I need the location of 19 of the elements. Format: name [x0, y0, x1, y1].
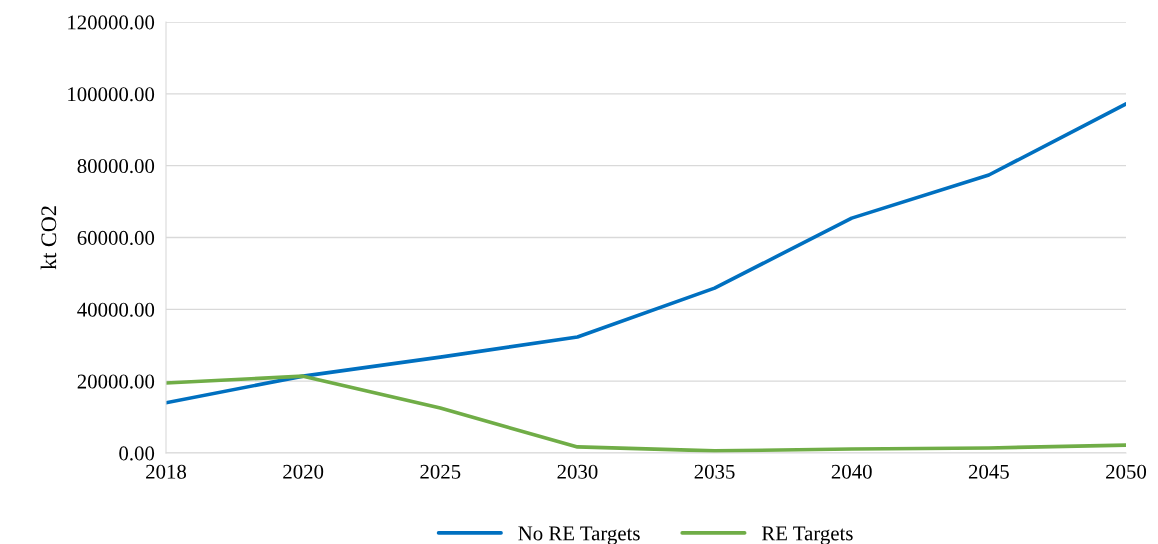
- x-tick-label: 2045: [968, 464, 1009, 479]
- y-tick-label: 60000.00: [77, 230, 155, 246]
- line-series: [166, 102, 1126, 405]
- y-tick-label: 40000.00: [77, 302, 155, 317]
- x-tick-label: 2030: [557, 464, 598, 479]
- y-tick-label: 20000.00: [77, 374, 155, 389]
- x-tick-label: 2025: [420, 464, 461, 479]
- x-tick-label: 2020: [283, 464, 324, 479]
- y-tick-label: 80000.00: [77, 159, 155, 174]
- x-tick-label: 2040: [831, 464, 872, 479]
- y-tick-label: 0.00: [119, 446, 155, 461]
- legend-label: RE Targets: [761, 526, 853, 544]
- y-tick-label: 100000.00: [68, 87, 155, 102]
- legend-label: No RE Targets: [518, 526, 640, 544]
- y-tick-label: 120000.00: [68, 15, 155, 30]
- x-tick-label: 2035: [694, 464, 735, 479]
- x-tick-label: 2018: [146, 464, 187, 479]
- x-tick-label: 2050: [1106, 464, 1147, 479]
- y-axis-title: kt CO2: [40, 206, 57, 270]
